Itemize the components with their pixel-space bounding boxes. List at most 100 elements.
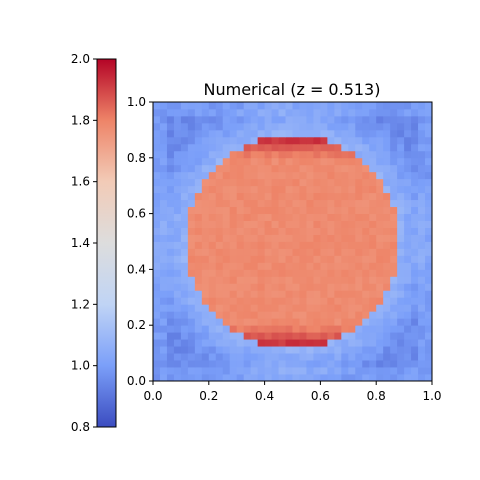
heatmap-cell (411, 220, 419, 228)
heatmap-cell (243, 102, 252, 110)
heatmap-cell (153, 276, 161, 284)
heatmap-cell (348, 318, 356, 326)
heatmap-cell (397, 185, 405, 194)
heatmap-cell (264, 164, 272, 173)
heatmap-cell (153, 129, 161, 138)
heatmap-cell (404, 122, 412, 131)
heatmap-cell (187, 360, 196, 368)
heatmap-cell (320, 304, 328, 312)
heatmap-cell (404, 346, 412, 354)
heatmap-cell (383, 339, 391, 347)
heatmap-cell (278, 255, 286, 263)
heatmap-cell (180, 108, 189, 117)
heatmap-cell (313, 164, 321, 173)
heatmap-cell (355, 283, 363, 291)
heatmap-cell (390, 290, 398, 298)
heatmap-cell (369, 297, 377, 305)
heatmap-cell (306, 248, 314, 256)
heatmap-cell (292, 220, 300, 228)
heatmap-cell (299, 108, 307, 117)
heatmap-cell (292, 311, 300, 319)
heatmap-cell (362, 185, 370, 194)
x-tick-label: 0.8 (367, 389, 386, 403)
heatmap-cell (341, 374, 349, 382)
heatmap-cell (243, 276, 252, 284)
heatmap-cell (153, 374, 161, 382)
heatmap-cell (194, 157, 203, 166)
heatmap-cell (369, 262, 377, 270)
heatmap-cell (278, 311, 286, 319)
heatmap-cell (180, 290, 189, 298)
heatmap-cell (153, 136, 161, 145)
heatmap-cell (327, 318, 335, 326)
heatmap-cell (187, 192, 196, 201)
heatmap-cell (180, 185, 189, 194)
heatmap-cell (201, 374, 210, 382)
heatmap-cell (222, 171, 231, 180)
heatmap-cell (278, 185, 286, 194)
heatmap-cell (173, 143, 182, 152)
heatmap-cell (299, 353, 307, 361)
heatmap-cell (376, 255, 384, 263)
heatmap-cell (201, 150, 210, 159)
heatmap-cell (369, 164, 377, 173)
heatmap-cell (278, 227, 286, 235)
heatmap-cell (341, 164, 349, 173)
heatmap-cell (292, 332, 300, 340)
heatmap-cell (411, 206, 419, 215)
heatmap-cell (320, 374, 328, 382)
heatmap-cell (299, 332, 307, 340)
heatmap-cell (320, 178, 328, 187)
heatmap-cell (278, 143, 286, 152)
heatmap-cell (159, 206, 168, 215)
heatmap-cell (215, 150, 224, 159)
heatmap-cell (257, 178, 266, 187)
heatmap-cell (278, 353, 286, 361)
heatmap-cell (320, 150, 328, 159)
heatmap-cell (306, 150, 314, 159)
heatmap-cell (257, 318, 266, 326)
heatmap-cell (362, 136, 370, 145)
heatmap-cell (159, 213, 168, 221)
axes-frame (152, 101, 433, 382)
heatmap-cell (390, 192, 398, 201)
heatmap-cell (180, 150, 189, 159)
heatmap-cell (180, 234, 189, 242)
heatmap-cell (341, 220, 349, 228)
heatmap-cell (292, 241, 300, 249)
heatmap-cell (390, 102, 398, 110)
heatmap-cell (250, 206, 259, 215)
heatmap-cell (362, 108, 370, 117)
heatmap-cell (278, 122, 286, 131)
heatmap-cell (194, 269, 203, 277)
heatmap-cell (313, 311, 321, 319)
heatmap-cell (362, 367, 370, 375)
heatmap-cell (173, 206, 182, 215)
heatmap-cell (159, 290, 168, 298)
heatmap-cell (376, 220, 384, 228)
heatmap-cell (187, 346, 196, 354)
heatmap-cell (327, 311, 335, 319)
heatmap-cell (236, 192, 245, 201)
heatmap-cell (278, 283, 286, 291)
heatmap-cell (320, 255, 328, 263)
heatmap-cell (278, 213, 286, 221)
heatmap-cell (271, 136, 279, 145)
heatmap-cell (397, 171, 405, 180)
heatmap-cell (369, 332, 377, 340)
heatmap-cell (313, 150, 321, 159)
heatmap-cell (348, 339, 356, 347)
heatmap-cell (201, 304, 210, 312)
heatmap-cell (271, 283, 279, 291)
heatmap-cell (376, 206, 384, 215)
heatmap-cell (320, 157, 328, 166)
heatmap-cell (166, 234, 175, 242)
heatmap-cell (187, 150, 196, 159)
heatmap-cell (194, 262, 203, 270)
heatmap-cell (397, 136, 405, 145)
heatmap-cell (355, 227, 363, 235)
heatmap-cell (404, 136, 412, 145)
heatmap-cell (425, 241, 433, 249)
heatmap-cell (271, 108, 279, 117)
heatmap-cell (306, 283, 314, 291)
